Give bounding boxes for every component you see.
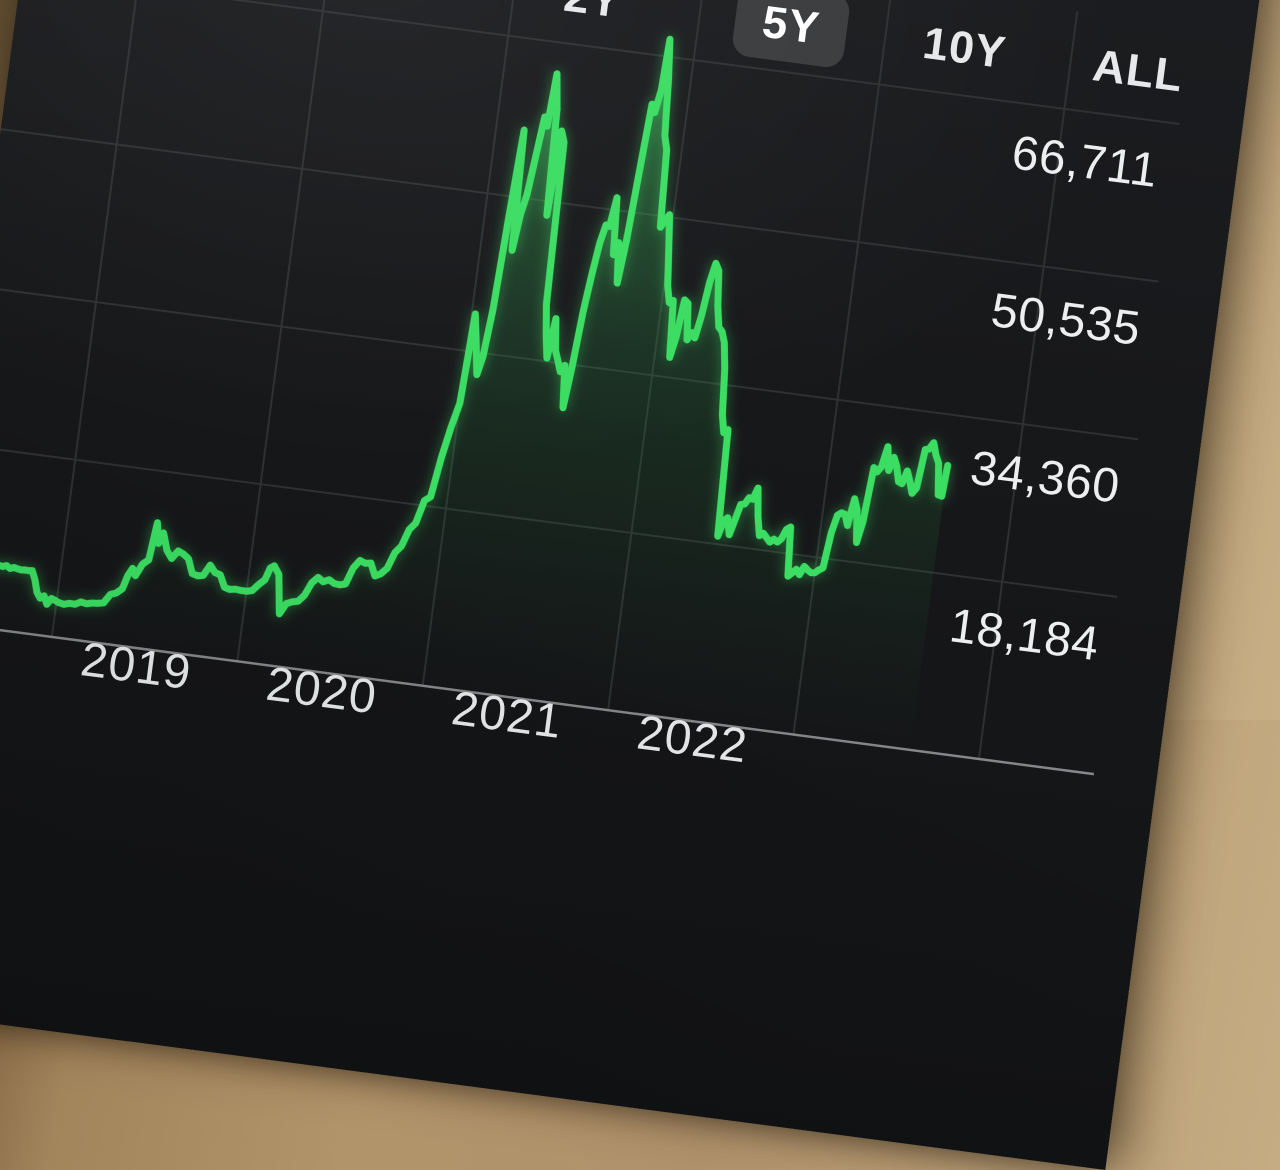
price-line	[0, 35, 952, 618]
price-area-fill	[0, 39, 948, 750]
range-button-all[interactable]: ALL	[1089, 39, 1187, 102]
range-button-10y[interactable]: 10Y	[920, 16, 1010, 79]
photo-of-phone-screen: { "range_selector": { "options": ["2Y", …	[0, 0, 1280, 720]
